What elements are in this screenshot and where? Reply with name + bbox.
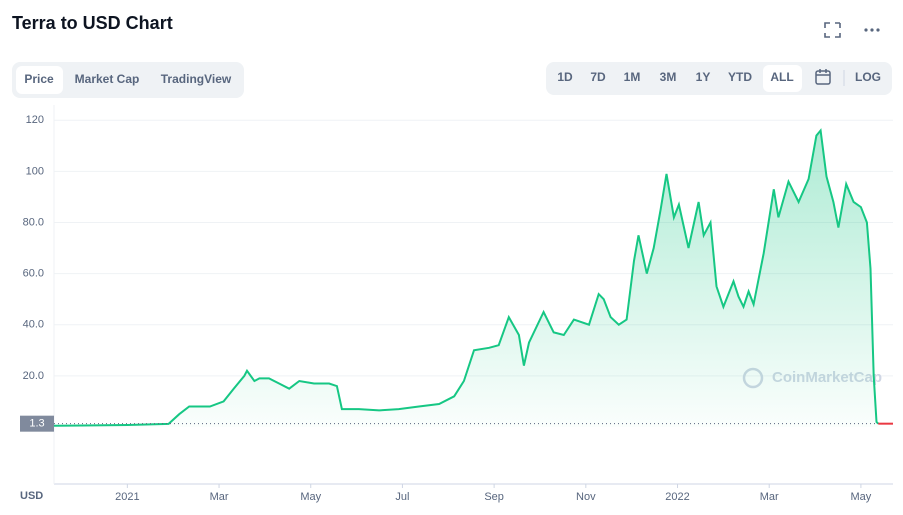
tab[interactable]: Price [24,72,54,86]
title: Terra to USD Chart [12,13,173,33]
y-tick-label: 60.0 [23,268,44,280]
range-button[interactable]: YTD [728,70,752,84]
current-price-label: 1.3 [29,418,44,430]
area [54,130,879,427]
x-tick-label: Mar [210,491,229,503]
more-icon[interactable] [864,28,880,32]
y-tick-label: 20.0 [23,370,44,382]
log-button[interactable]: LOG [855,70,881,84]
x-tick-label: 2022 [665,491,689,503]
x-tick-label: May [300,491,321,503]
y-tick-label: 120 [26,114,44,126]
y-tick-label: 40.0 [23,319,44,331]
x-tick-label: 2021 [115,491,139,503]
currency-label: USD [20,490,43,502]
y-tick-label: 100 [26,165,44,177]
fullscreen-icon[interactable] [824,22,841,38]
range-button[interactable]: 7D [590,70,606,84]
range-button[interactable]: 1D [557,70,573,84]
y-tick-label: 80.0 [23,216,44,228]
x-tick-label: May [851,491,872,503]
range-button[interactable]: ALL [770,70,793,84]
x-tick-label: Nov [576,491,596,503]
price-line [53,128,880,427]
range-button[interactable]: 1Y [696,70,711,84]
active-range [763,65,802,92]
x-tick-label: Jul [395,491,409,503]
tabs-box [12,62,244,98]
x-tick-label: Mar [760,491,779,503]
calendar-icon[interactable] [815,69,831,85]
ranges-box [546,62,892,95]
current-price-tag [20,415,54,432]
range-button[interactable]: 1M [624,70,641,84]
range-button[interactable]: 3M [660,70,677,84]
x-tick-label: Sep [484,491,504,503]
tab[interactable]: Market Cap [75,72,140,86]
tab[interactable]: TradingView [161,72,232,86]
active-tab [16,66,63,94]
